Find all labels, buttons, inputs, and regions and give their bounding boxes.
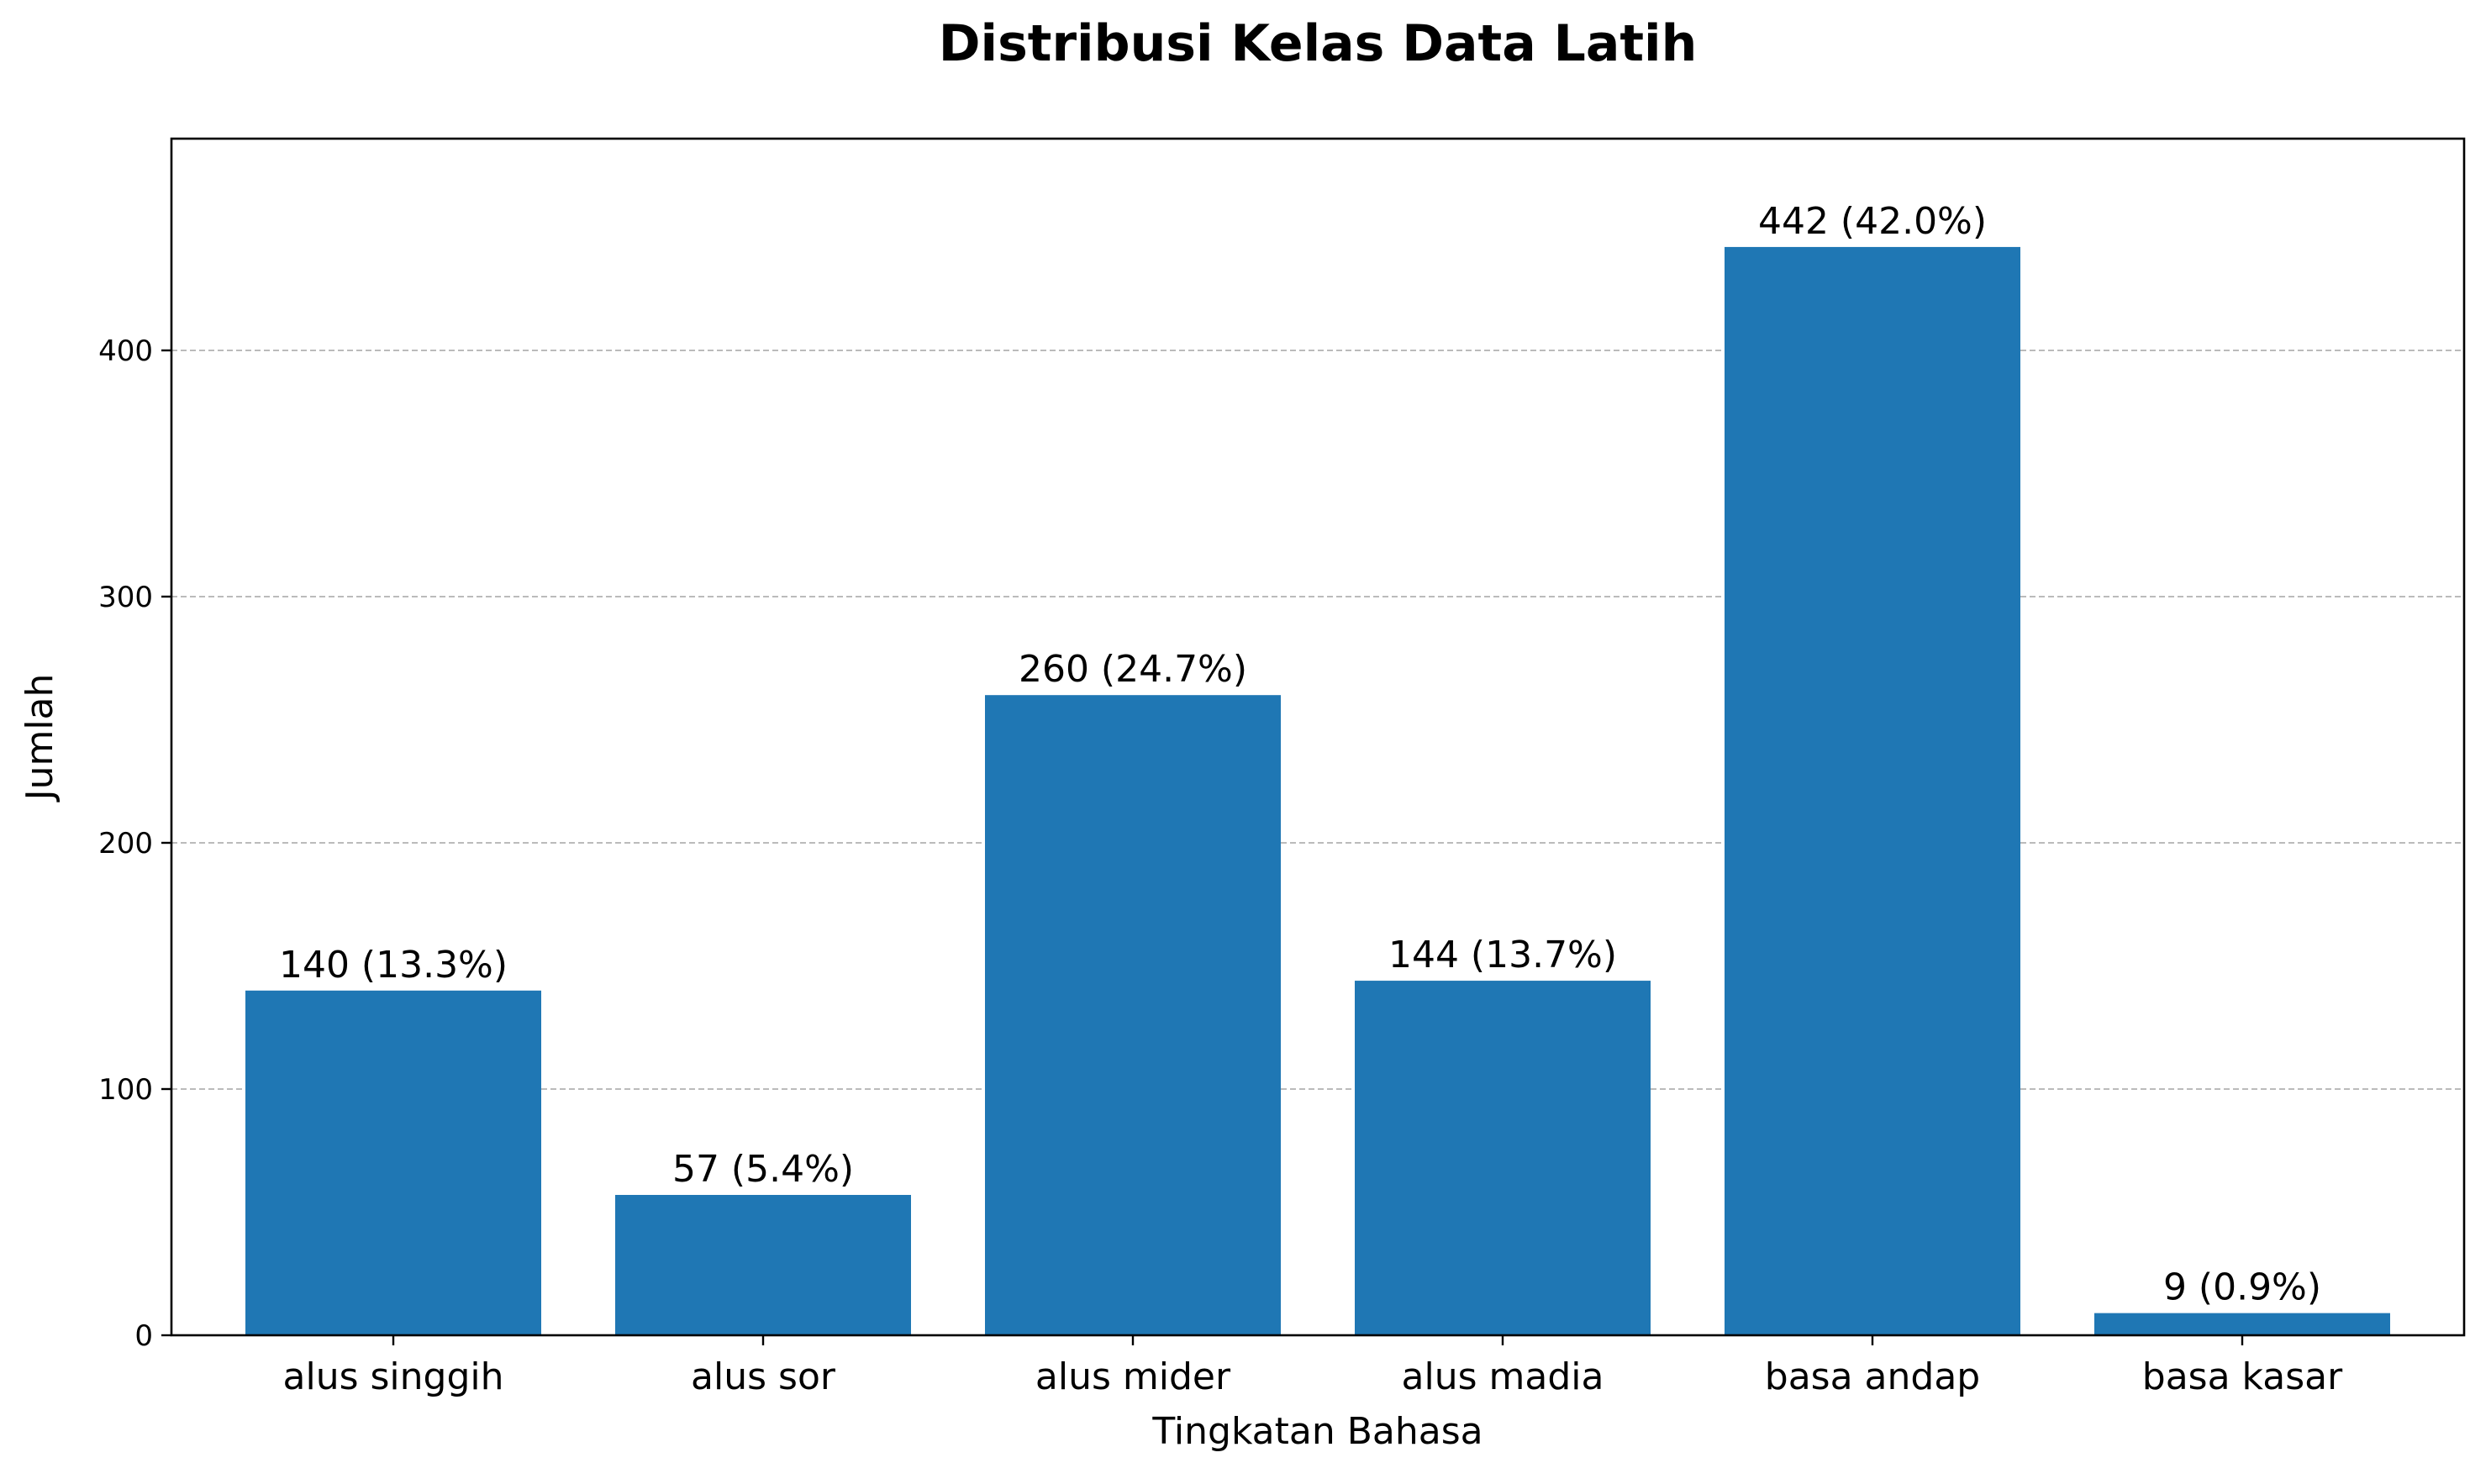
x-tick-label: basa andap (1765, 1355, 1980, 1398)
bar-value-labels: 140 (13.3%) 57 (5.4%) 260 (24.7%) 144 (13.7… (279, 200, 2321, 1309)
x-tick-label: alus sor (691, 1355, 836, 1398)
y-tick-label: 400 (98, 334, 153, 368)
chart-title: Distribusi Kelas Data Latih (939, 14, 1698, 73)
bar (615, 1194, 911, 1335)
bar (985, 695, 1281, 1335)
x-axis-title: Tingkatan Bahasa (1151, 1410, 1482, 1453)
bar-value-label: 442 (42.0%) (1758, 200, 1987, 243)
y-axis: 0 100 200 300 400 (98, 334, 171, 1353)
bar (1725, 246, 2020, 1335)
bar (245, 990, 541, 1335)
x-tick-label: alus singgih (283, 1355, 504, 1398)
y-tick-label: 200 (98, 827, 153, 860)
bar (1355, 981, 1651, 1335)
x-axis: alus singgih alus sor alus mider alus madia… (283, 1335, 2343, 1398)
bar-value-label: 57 (5.4%) (672, 1148, 854, 1191)
y-tick-label: 100 (98, 1073, 153, 1107)
grid-lines (171, 349, 2464, 1090)
plot-area-frame (170, 137, 2466, 1337)
bar-value-label: 140 (13.3%) (279, 944, 508, 987)
y-tick-label: 300 (98, 581, 153, 614)
x-tick-label: alus madia (1402, 1355, 1604, 1398)
x-tick-label: alus mider (1035, 1355, 1231, 1398)
y-axis-title: Jumlah (18, 674, 61, 803)
y-tick-label: 0 (134, 1319, 153, 1353)
bar-value-label: 144 (13.7%) (1388, 934, 1617, 976)
bars (245, 246, 2390, 1335)
bar-value-label: 260 (24.7%) (1019, 648, 1247, 691)
bar (2094, 1313, 2390, 1335)
bar-value-label: 9 (0.9%) (2163, 1266, 2321, 1309)
x-tick-label: basa kasar (2142, 1355, 2343, 1398)
